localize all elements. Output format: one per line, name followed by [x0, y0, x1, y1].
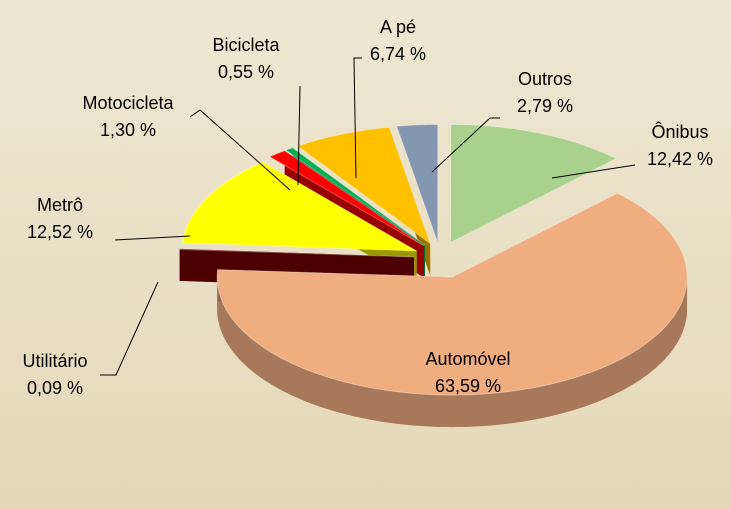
slice	[450, 124, 618, 244]
slice-tops	[178, 124, 688, 396]
slice-label-value: 1,30 %	[100, 120, 156, 140]
slice-label-name: Metrô	[37, 195, 83, 215]
slice-label-name: Automóvel	[425, 349, 510, 369]
slice-label-value: 2,79 %	[517, 96, 573, 116]
slice-label-name: Utilitário	[22, 351, 87, 371]
slice	[296, 126, 432, 245]
slice-label-name: Motocicleta	[82, 93, 174, 113]
slice-label-value: 0,55 %	[218, 62, 274, 82]
slice	[284, 147, 426, 246]
slice-label-value: 0,09 %	[27, 378, 83, 398]
slice	[396, 124, 439, 243]
slice-label-name: Outros	[518, 69, 572, 89]
slice	[178, 248, 415, 258]
slice	[216, 192, 688, 396]
slice	[181, 161, 417, 252]
leader-line	[189, 109, 291, 191]
leader-line	[551, 164, 636, 179]
leader-line	[297, 85, 301, 186]
slice-side-shade	[217, 277, 688, 428]
slice-label-name: A pé	[380, 17, 416, 37]
slice-label-value: 12,42 %	[647, 149, 713, 169]
slice-label-value: 6,74 %	[370, 44, 426, 64]
labels: Ônibus 12,42 % Automóvel 63,59 % Utilitário 0…	[22, 17, 713, 398]
leader-line	[100, 281, 159, 376]
leader-line	[114, 235, 191, 241]
slice-label-value: 63,59 %	[435, 376, 501, 396]
slice-label-name: Bicicleta	[212, 35, 280, 55]
slice-side	[217, 277, 688, 428]
leader-line	[431, 117, 500, 173]
leader-line	[353, 57, 362, 179]
slice-label-name: Ônibus	[651, 121, 708, 142]
slice	[268, 150, 425, 247]
slice-label-value: 12,52 %	[27, 222, 93, 242]
